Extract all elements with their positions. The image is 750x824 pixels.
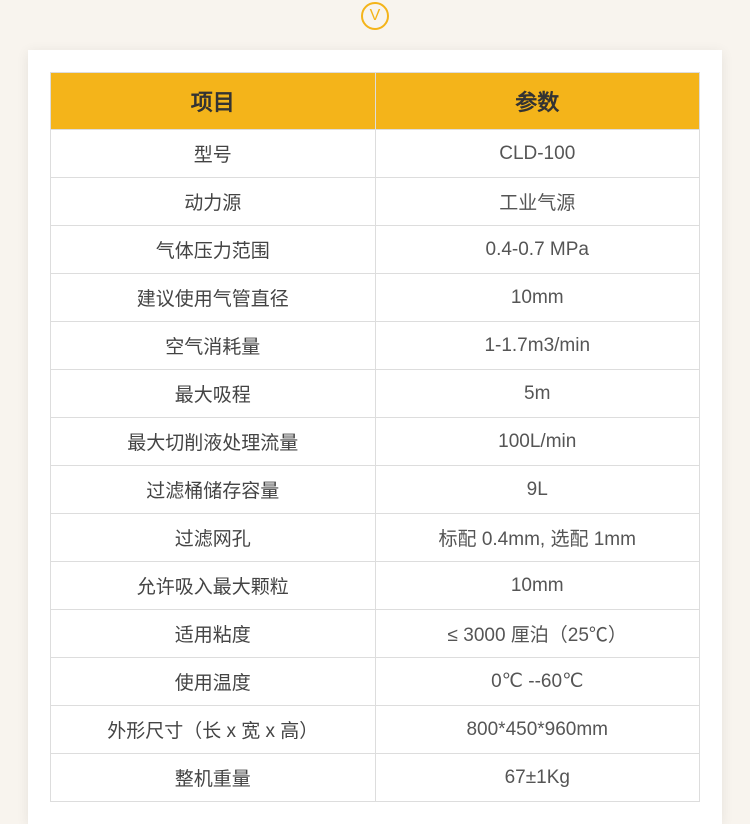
badge-wrapper: V xyxy=(0,0,750,30)
table-row: 最大吸程 5m xyxy=(51,370,700,418)
table-row: 最大切削液处理流量 100L/min xyxy=(51,418,700,466)
spec-label: 允许吸入最大颗粒 xyxy=(51,562,376,610)
badge-circle: V xyxy=(361,2,389,30)
table-row: 过滤桶储存容量 9L xyxy=(51,466,700,514)
spec-value: 9L xyxy=(375,466,700,514)
spec-label: 整机重量 xyxy=(51,754,376,802)
spec-value: CLD-100 xyxy=(375,130,700,178)
spec-value: 100L/min xyxy=(375,418,700,466)
table-row: 过滤网孔 标配 0.4mm, 选配 1mm xyxy=(51,514,700,562)
spec-label: 最大切削液处理流量 xyxy=(51,418,376,466)
table-row: 建议使用气管直径 10mm xyxy=(51,274,700,322)
table-header-param: 参数 xyxy=(375,73,700,130)
spec-value: 0℃ --60℃ xyxy=(375,658,700,706)
spec-value: 标配 0.4mm, 选配 1mm xyxy=(375,514,700,562)
spec-table: 项目 参数 型号 CLD-100 动力源 工业气源 气体压力范围 0.4-0.7… xyxy=(50,72,700,802)
spec-label: 过滤网孔 xyxy=(51,514,376,562)
spec-value: 10mm xyxy=(375,562,700,610)
spec-value: 1-1.7m3/min xyxy=(375,322,700,370)
spec-value: ≤ 3000 厘泊（25℃） xyxy=(375,610,700,658)
spec-value: 5m xyxy=(375,370,700,418)
table-row: 动力源 工业气源 xyxy=(51,178,700,226)
badge-letter: V xyxy=(370,7,381,25)
table-header-item: 项目 xyxy=(51,73,376,130)
table-row: 使用温度 0℃ --60℃ xyxy=(51,658,700,706)
table-row: 整机重量 67±1Kg xyxy=(51,754,700,802)
table-row: 外形尺寸（长 x 宽 x 高） 800*450*960mm xyxy=(51,706,700,754)
spec-label: 型号 xyxy=(51,130,376,178)
spec-card: 项目 参数 型号 CLD-100 动力源 工业气源 气体压力范围 0.4-0.7… xyxy=(28,50,722,824)
spec-label: 外形尺寸（长 x 宽 x 高） xyxy=(51,706,376,754)
spec-label: 最大吸程 xyxy=(51,370,376,418)
spec-value: 10mm xyxy=(375,274,700,322)
table-row: 适用粘度 ≤ 3000 厘泊（25℃） xyxy=(51,610,700,658)
table-row: 空气消耗量 1-1.7m3/min xyxy=(51,322,700,370)
spec-value: 67±1Kg xyxy=(375,754,700,802)
table-header-row: 项目 参数 xyxy=(51,73,700,130)
table-row: 气体压力范围 0.4-0.7 MPa xyxy=(51,226,700,274)
spec-value: 工业气源 xyxy=(375,178,700,226)
spec-value: 0.4-0.7 MPa xyxy=(375,226,700,274)
spec-label: 过滤桶储存容量 xyxy=(51,466,376,514)
table-row: 允许吸入最大颗粒 10mm xyxy=(51,562,700,610)
spec-label: 建议使用气管直径 xyxy=(51,274,376,322)
spec-label: 适用粘度 xyxy=(51,610,376,658)
spec-label: 气体压力范围 xyxy=(51,226,376,274)
spec-label: 动力源 xyxy=(51,178,376,226)
table-row: 型号 CLD-100 xyxy=(51,130,700,178)
spec-label: 空气消耗量 xyxy=(51,322,376,370)
spec-label: 使用温度 xyxy=(51,658,376,706)
spec-value: 800*450*960mm xyxy=(375,706,700,754)
